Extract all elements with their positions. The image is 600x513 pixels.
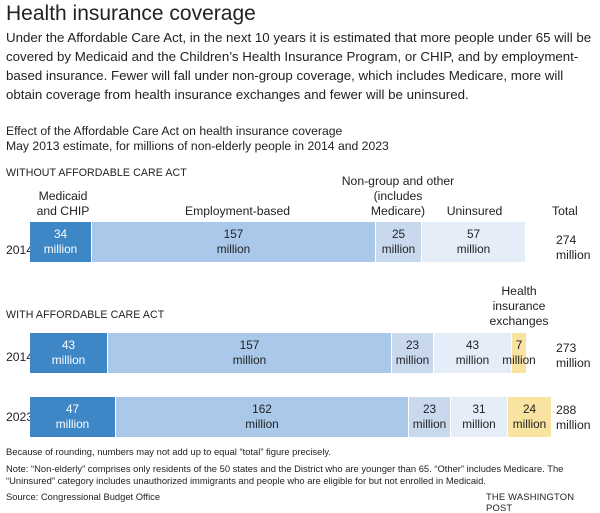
segment-value-label: 23: [405, 338, 420, 352]
column-header-nongroup: Non-group and other (includes Medicare): [338, 174, 458, 219]
column-header-uninsured: Uninsured: [446, 204, 503, 218]
segment-value-label: 23: [422, 402, 437, 416]
bar-segment-medicaid-and-chip: 47 million: [30, 397, 115, 437]
segment-value-label: 162: [252, 402, 272, 416]
bar-segment-employment-based: 162 million: [116, 397, 408, 437]
rounding-note: Because of rounding, numbers may not add…: [6, 446, 332, 457]
subtitle-line-1: Effect of the Affordable Care Act on hea…: [6, 124, 343, 138]
column-header-total: Total: [552, 204, 578, 218]
segment-unit-label: million: [51, 353, 86, 367]
year-label-without-2014: 2014: [6, 243, 34, 257]
column-header-nongroup-line-2: (includes: [373, 189, 423, 203]
bar-segment-medicaid-and-chip: 43 million: [30, 333, 107, 373]
bar-segment-uninsured: 31 million: [451, 397, 507, 437]
segment-unit-label: million: [412, 417, 447, 431]
column-header-nongroup-line-1: Non-group and other: [341, 174, 455, 188]
segment-unit-label: million: [43, 242, 78, 256]
column-header-employment: Employment-based: [185, 204, 290, 218]
bar-without-2014: 34 million 157 million 25 million 57 million: [30, 222, 526, 262]
column-header-medicaid-line-1: Medicaid: [38, 189, 88, 203]
segment-value-label: 24: [522, 402, 537, 416]
bar-segment-uninsured: 43 million: [434, 333, 511, 373]
bar-segment-non-group-and-other-includes-medicare: 23 million: [409, 397, 450, 437]
segment-unit-label: million: [456, 242, 491, 256]
segment-value-label: 157: [239, 338, 260, 352]
footnote: Note: “Non-elderly” comprises only resid…: [6, 463, 564, 486]
year-label-with-2014: 2014: [6, 350, 34, 364]
segment-unit-label: million: [502, 353, 536, 367]
intro-text: Under the Affordable Care Act, in the ne…: [6, 30, 592, 102]
segment-value-label: 31: [472, 402, 486, 416]
total-without-2014: 274 million: [556, 233, 591, 263]
bar-segment-employment-based: 157 million: [92, 222, 375, 262]
segment-value-label: 43: [61, 338, 76, 352]
bar-segment-health-insurance-exchanges: 7 million: [502, 333, 536, 373]
column-header-exchanges-line-3: exchanges: [489, 314, 549, 328]
column-header-exchanges: Health insurance exchanges: [486, 284, 552, 329]
segment-unit-label: million: [512, 417, 547, 431]
bar-segment-employment-based: 157 million: [108, 333, 391, 373]
column-header-medicaid-line-2: and CHIP: [36, 204, 90, 218]
column-header-medicaid: Medicaid and CHIP: [30, 189, 96, 219]
total-value: 288: [556, 403, 577, 417]
section-without-aca: WITHOUT AFFORDABLE CARE ACT: [6, 167, 187, 179]
bar-segment-medicaid-and-chip: 34 million: [30, 222, 91, 262]
credit-line: THE WASHINGTON POST: [486, 491, 575, 513]
source-line: Source: Congressional Budget Office: [6, 491, 161, 502]
total-unit: million: [556, 248, 591, 262]
chart-title: Health insurance coverage: [6, 2, 256, 25]
segment-unit-label: million: [245, 417, 279, 431]
segment-unit-label: million: [55, 417, 90, 431]
segment-unit-label: million: [395, 353, 430, 367]
total-unit: million: [556, 356, 591, 370]
segment-value-label: 25: [391, 227, 406, 241]
total-value: 274: [556, 233, 577, 247]
bar-with-2014: 43 million 157 million 23 million 43 million 7 mi…: [30, 333, 536, 373]
segment-unit-label: million: [216, 242, 251, 256]
total-unit: million: [556, 418, 591, 432]
total-with-2014: 273 million: [556, 341, 591, 371]
segment-value-label: 34: [53, 227, 68, 241]
segment-value-label: 43: [465, 338, 480, 352]
column-header-exchanges-line-2: insurance: [492, 299, 546, 313]
segment-unit-label: million: [381, 242, 416, 256]
segment-unit-label: million: [232, 353, 267, 367]
column-header-nongroup-line-3: Medicare): [370, 204, 426, 218]
segment-value-label: 157: [223, 227, 244, 241]
section-with-aca: WITH AFFORDABLE CARE ACT: [6, 309, 165, 321]
column-header-exchanges-line-1: Health: [501, 284, 537, 298]
total-value: 273: [556, 341, 577, 355]
subtitle-line-2: May 2013 estimate, for millions of non-e…: [6, 139, 389, 153]
segment-value-label: 57: [466, 227, 481, 241]
bar-with-2023: 47 million 162 million 23 million 31 million 24 m…: [30, 397, 552, 437]
segment-value-label: 47: [65, 402, 80, 416]
chart-subtitle: Effect of the Affordable Care Act on hea…: [6, 124, 389, 154]
segment-unit-label: million: [462, 417, 496, 431]
bar-segment-health-insurance-exchanges: 24 million: [508, 397, 551, 437]
bar-segment-non-group-and-other-includes-medicare: 25 million: [376, 222, 421, 262]
segment-value-label: 7: [515, 338, 523, 352]
bar-segment-non-group-and-other-includes-medicare: 23 million: [392, 333, 433, 373]
bar-segment-uninsured: 57 million: [422, 222, 525, 262]
segment-unit-label: million: [455, 353, 490, 367]
year-label-with-2023: 2023: [6, 410, 34, 424]
total-with-2023: 288 million: [556, 403, 591, 433]
